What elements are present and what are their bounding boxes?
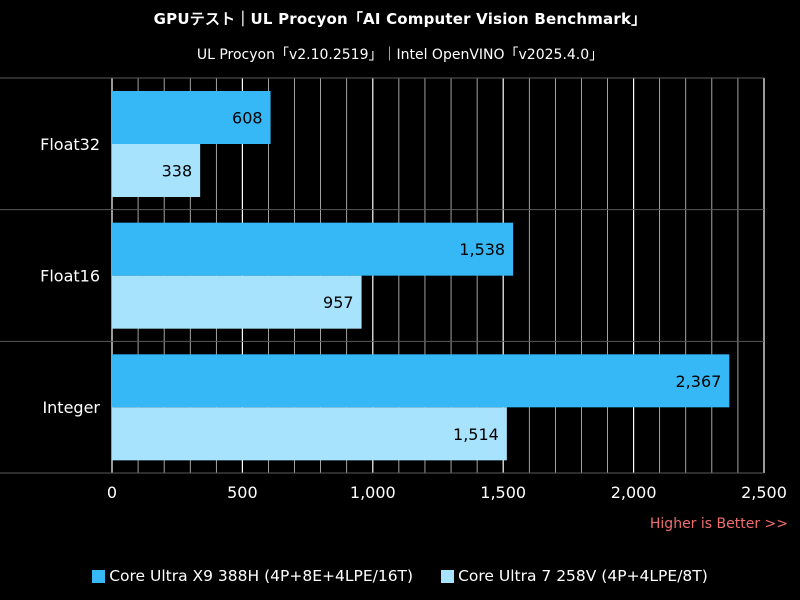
- tick-label: 2,500: [741, 483, 787, 502]
- value-label: 957: [323, 293, 354, 312]
- bar-series-2: [112, 144, 201, 197]
- value-label: 2,367: [676, 372, 722, 391]
- legend-label-series-2: Core Ultra 7 258V (4P+4LPE/8T): [458, 567, 708, 585]
- value-label: 1,538: [459, 240, 505, 259]
- value-label: 338: [162, 162, 193, 181]
- bar-series-2: [112, 275, 362, 329]
- legend-item-series-1: Core Ultra X9 388H (4P+8E+4LPE/16T): [92, 567, 413, 585]
- legend-label-series-1: Core Ultra X9 388H (4P+8E+4LPE/16T): [109, 567, 414, 585]
- tick-label: 2,000: [611, 483, 657, 502]
- category-label: Float16: [40, 267, 100, 286]
- bars: [112, 91, 730, 461]
- category-separators: [0, 77, 764, 474]
- legend: Core Ultra X9 388H (4P+8E+4LPE/16T) Core…: [0, 552, 800, 600]
- legend-item-series-2: Core Ultra 7 258V (4P+4LPE/8T): [441, 567, 708, 585]
- legend-swatch-series-2: [441, 569, 455, 583]
- tick-label: 0: [107, 483, 117, 502]
- category-label: Float32: [40, 135, 100, 154]
- tick-label: 1,000: [350, 483, 396, 502]
- category-labels: Float32 Float16 Integer: [40, 135, 100, 417]
- tick-label: 500: [227, 483, 258, 502]
- chart-subtitle: UL Procyon「v2.10.2519」｜Intel OpenVINO「v2…: [196, 47, 604, 63]
- tick-label: 1,500: [480, 483, 526, 502]
- legend-swatch-series-1: [92, 569, 106, 583]
- category-label: Integer: [42, 398, 100, 417]
- bar-series-2: [112, 407, 507, 461]
- tick-labels: 0 500 1,000 1,500 2,000 2,500: [107, 483, 787, 502]
- higher-is-better-note: Higher is Better >>: [650, 516, 788, 532]
- bar-series-1: [112, 354, 730, 408]
- chart-title: GPUテスト｜UL Procyon「AI Computer Vision Ben…: [153, 10, 647, 28]
- value-label: 1,514: [453, 425, 499, 444]
- bar-series-1: [112, 91, 271, 144]
- value-labels: 608 338 1,538 957 2,367 1,514: [162, 109, 722, 444]
- bar-series-1: [112, 222, 514, 276]
- value-label: 608: [232, 109, 263, 128]
- chart-svg: 608 338 1,538 957 2,367 1,514 Float32 Float16 I…: [0, 77, 788, 532]
